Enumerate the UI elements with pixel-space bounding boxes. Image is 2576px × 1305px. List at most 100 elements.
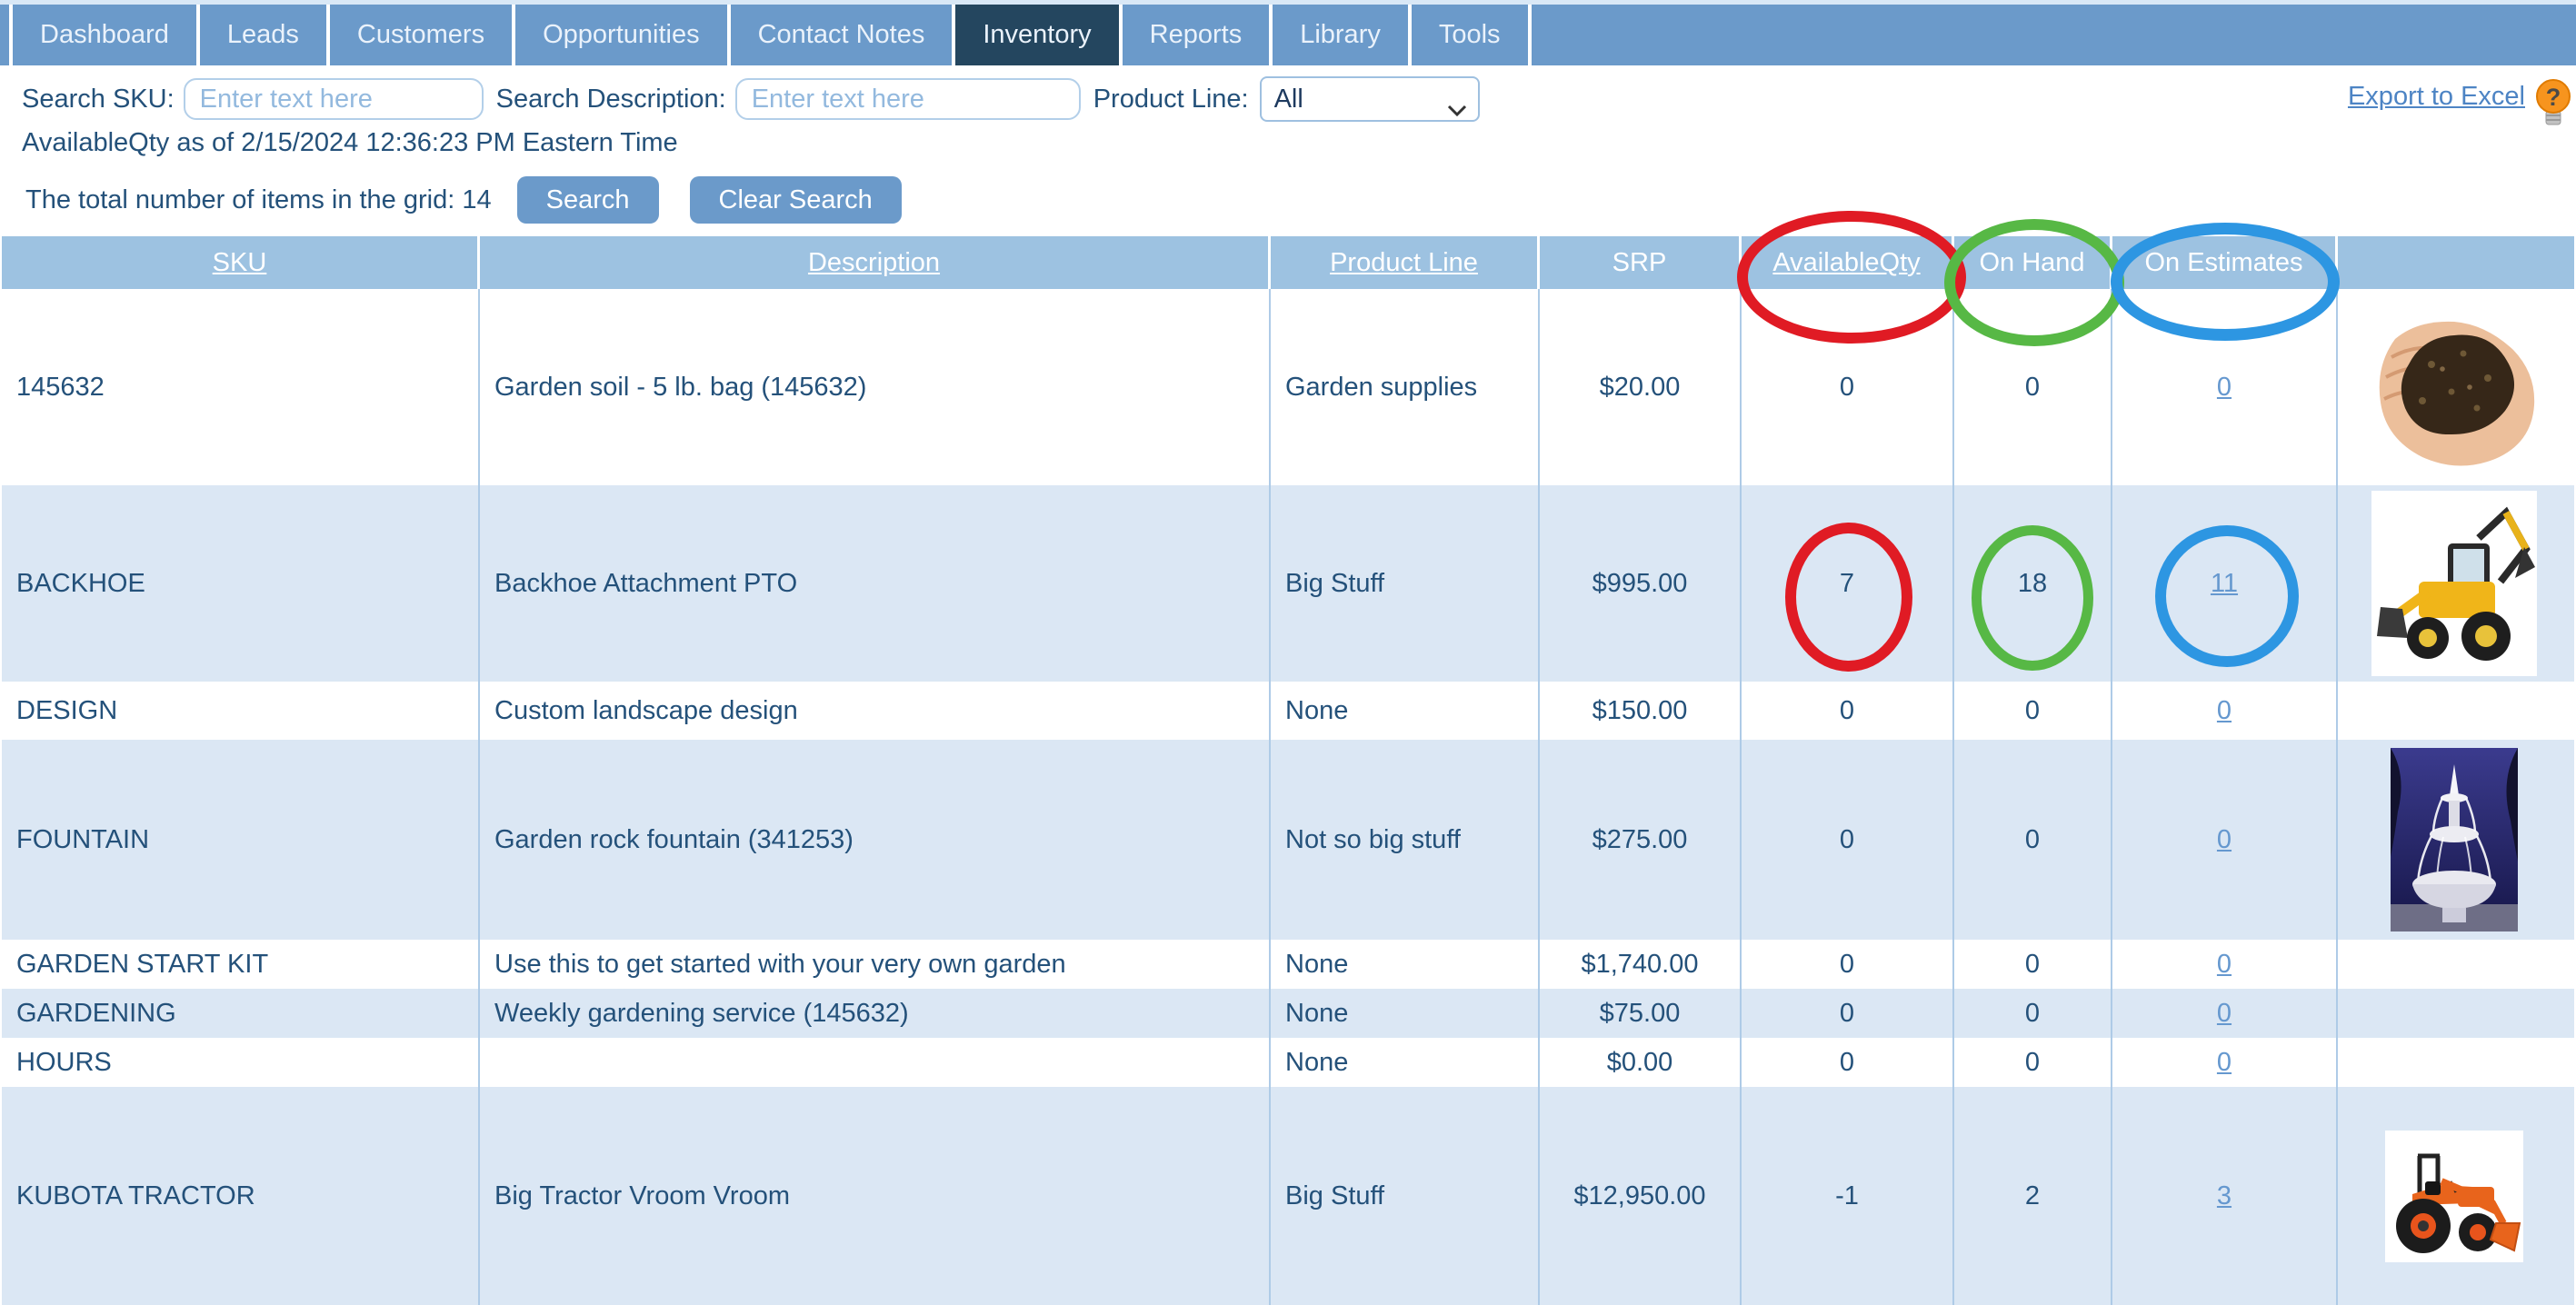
cell-availableqty: 0: [1742, 1038, 1954, 1087]
cell-product-line: Big Stuff: [1271, 485, 1540, 682]
on-estimates-link[interactable]: 11: [2210, 568, 2239, 598]
on-estimates-link[interactable]: 0: [2216, 695, 2232, 725]
grid-summary-bar: The total number of items in the grid: 1…: [25, 176, 2576, 224]
header-on-hand: On Hand: [1954, 236, 2112, 289]
product-image-soil-in-hands: [2379, 321, 2535, 466]
cell-description: Garden soil - 5 lb. bag (145632): [480, 289, 1271, 485]
table-row: FOUNTAIN Garden rock fountain (341253) N…: [2, 740, 2574, 940]
tab-reports[interactable]: Reports: [1122, 5, 1270, 65]
cell-image: [2338, 989, 2571, 1038]
cell-on-hand: 0: [1954, 682, 2112, 740]
availableqty-asof-text: AvailableQty as of 2/15/2024 12:36:23 PM…: [22, 128, 678, 157]
cell-image: [2338, 1087, 2571, 1305]
product-line-select[interactable]: All: [1259, 76, 1480, 122]
tab-library[interactable]: Library: [1273, 5, 1408, 65]
on-estimates-link[interactable]: 0: [2216, 1047, 2232, 1077]
export-to-excel-link[interactable]: Export to Excel: [2347, 82, 2525, 111]
product-image-kubota-tractor: [2385, 1130, 2523, 1262]
cell-product-line: None: [1271, 989, 1540, 1038]
search-sku-label: Search SKU:: [22, 84, 175, 114]
cell-image: [2338, 740, 2571, 940]
on-estimates-link[interactable]: 0: [2216, 949, 2232, 979]
on-estimates-link[interactable]: 3: [2216, 1180, 2232, 1210]
header-description[interactable]: Description: [480, 236, 1271, 289]
cell-srp: $20.00: [1540, 289, 1742, 485]
cell-on-hand: 0: [1954, 740, 2112, 940]
cell-availableqty: 0: [1742, 740, 1954, 940]
cell-srp: $12,950.00: [1540, 1087, 1742, 1305]
table-row: KUBOTA TRACTOR Big Tractor Vroom Vroom B…: [2, 1087, 2574, 1305]
top-nav: Dashboard Leads Customers Opportunities …: [0, 0, 2576, 65]
cell-sku: KUBOTA TRACTOR: [2, 1087, 480, 1305]
cell-image: [2338, 940, 2571, 989]
cell-sku: GARDENING: [2, 989, 480, 1038]
nav-filler: [1531, 5, 2576, 65]
cell-description: Use this to get started with your very o…: [480, 940, 1271, 989]
cell-srp: $75.00: [1540, 989, 1742, 1038]
cell-srp: $0.00: [1540, 1038, 1742, 1087]
cell-description: Backhoe Attachment PTO: [480, 485, 1271, 682]
product-image-backhoe: [2371, 491, 2537, 676]
cell-srp: $995.00: [1540, 485, 1742, 682]
cell-srp: $1,740.00: [1540, 940, 1742, 989]
cell-availableqty: 7: [1742, 485, 1954, 682]
table-row: GARDEN START KIT Use this to get started…: [2, 940, 2574, 989]
on-estimates-link[interactable]: 0: [2216, 998, 2232, 1028]
search-bar: Search SKU: Search Description: Product …: [22, 76, 2576, 122]
cell-product-line: Garden supplies: [1271, 289, 1540, 485]
cell-availableqty: 0: [1742, 940, 1954, 989]
clear-search-button[interactable]: Clear Search: [689, 176, 902, 224]
table-row: 145632 Garden soil - 5 lb. bag (145632) …: [2, 289, 2574, 485]
table-row: HOURS None $0.00 0 0 0: [2, 1038, 2574, 1087]
header-availableqty[interactable]: AvailableQty: [1742, 236, 1954, 289]
cell-sku: BACKHOE: [2, 485, 480, 682]
tab-customers[interactable]: Customers: [329, 5, 513, 65]
cell-description: Garden rock fountain (341253): [480, 740, 1271, 940]
inventory-grid: SKU Description Product Line SRP Availab…: [2, 211, 2574, 1305]
cell-description: Big Tractor Vroom Vroom: [480, 1087, 1271, 1305]
total-items-text: The total number of items in the grid: 1…: [25, 184, 492, 214]
header-sku[interactable]: SKU: [2, 236, 480, 289]
cell-product-line: None: [1271, 682, 1540, 740]
table-row: GARDENING Weekly gardening service (1456…: [2, 989, 2574, 1038]
search-description-input[interactable]: [734, 78, 1081, 120]
cell-description: Custom landscape design: [480, 682, 1271, 740]
search-sku-input[interactable]: [183, 78, 484, 120]
product-image-fountain: [2391, 748, 2518, 931]
cell-on-hand: 0: [1954, 1038, 2112, 1087]
on-estimates-link[interactable]: 0: [2216, 824, 2232, 854]
nav-leading-segment: [0, 5, 9, 65]
cell-availableqty: -1: [1742, 1087, 1954, 1305]
header-product-line[interactable]: Product Line: [1271, 236, 1540, 289]
cell-availableqty: 0: [1742, 289, 1954, 485]
cell-on-hand: 2: [1954, 1087, 2112, 1305]
cell-sku: DESIGN: [2, 682, 480, 740]
tab-dashboard[interactable]: Dashboard: [13, 5, 196, 65]
help-lightbulb-icon[interactable]: ?: [2534, 78, 2572, 138]
table-row: BACKHOE Backhoe Attachment PTO Big Stuff…: [2, 485, 2574, 682]
cell-sku: FOUNTAIN: [2, 740, 480, 940]
tab-contact-notes[interactable]: Contact Notes: [730, 5, 953, 65]
cell-image: [2338, 1038, 2571, 1087]
grid-header-row: SKU Description Product Line SRP Availab…: [2, 236, 2574, 289]
cell-on-hand: 0: [1954, 940, 2112, 989]
cell-description: [480, 1038, 1271, 1087]
tab-inventory[interactable]: Inventory: [955, 5, 1119, 65]
cell-sku: 145632: [2, 289, 480, 485]
cell-product-line: None: [1271, 940, 1540, 989]
cell-on-hand: 0: [1954, 989, 2112, 1038]
cell-sku: HOURS: [2, 1038, 480, 1087]
cell-image: [2338, 289, 2571, 485]
search-description-label: Search Description:: [495, 84, 726, 114]
header-image: [2338, 236, 2571, 289]
cell-description: Weekly gardening service (145632): [480, 989, 1271, 1038]
on-estimates-link[interactable]: 0: [2216, 372, 2232, 402]
cell-srp: $275.00: [1540, 740, 1742, 940]
tab-opportunities[interactable]: Opportunities: [515, 5, 727, 65]
cell-image: [2338, 682, 2571, 740]
cell-availableqty: 0: [1742, 682, 1954, 740]
tab-tools[interactable]: Tools: [1411, 5, 1528, 65]
tab-leads[interactable]: Leads: [199, 5, 326, 65]
search-button[interactable]: Search: [516, 176, 659, 224]
svg-text:?: ?: [2546, 84, 2561, 111]
